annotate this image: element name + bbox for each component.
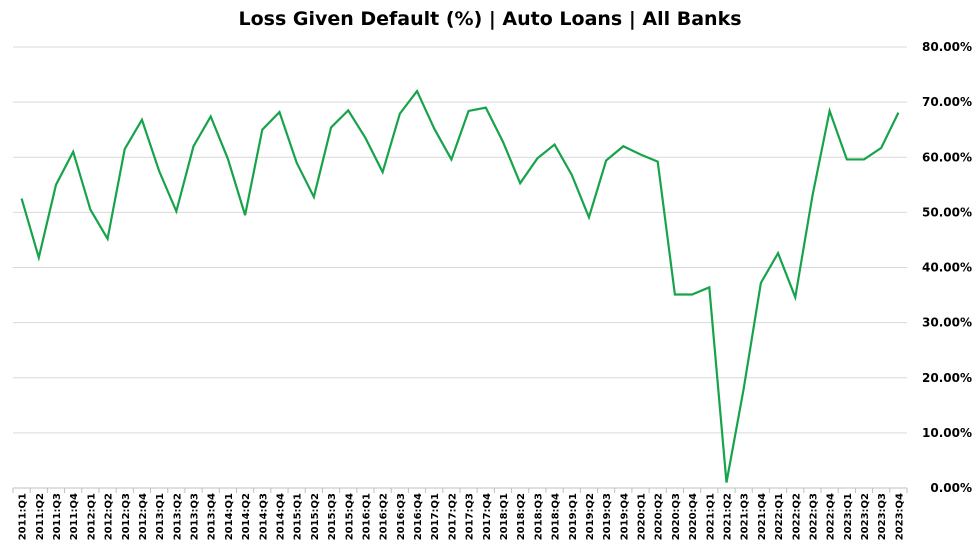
series-line [20, 88, 900, 483]
y-tick-label: 10.00% [922, 426, 972, 440]
x-tick-label: 2023:Q4 [894, 493, 905, 540]
x-tick-label: 2020:Q4 [688, 493, 699, 540]
x-tick-label: 2014:Q1 [224, 493, 235, 540]
x-tick-label: 2021:Q2 [722, 493, 733, 540]
x-tick-label: 2018:Q3 [533, 493, 544, 540]
x-tick-label: 2016:Q2 [379, 493, 390, 540]
x-tick-label: 2014:Q2 [241, 493, 252, 540]
y-tick-label: 70.00% [922, 95, 972, 109]
x-tick-label: 2012:Q2 [104, 493, 115, 540]
x-tick-label: 2017:Q2 [447, 493, 458, 540]
x-tick-label: 2011:Q3 [52, 493, 63, 540]
x-tick-label: 2013:Q3 [190, 493, 201, 540]
y-axis-ticks: 0.00% 10.00% 20.00% 30.00% 40.00% 50.00% 60.00… [922, 40, 972, 495]
x-tick-label: 2021:Q4 [757, 493, 768, 540]
x-tick-label: 2011:Q2 [35, 493, 46, 540]
x-tick-label: 2018:Q2 [516, 493, 527, 540]
x-tick-label: 2022:Q4 [826, 493, 837, 540]
x-tick-label: 2014:Q3 [258, 493, 269, 540]
x-tick-label: 2017:Q3 [465, 493, 476, 540]
x-tick-label: 2023:Q2 [860, 493, 871, 540]
x-tick-label: 2019:Q3 [602, 493, 613, 540]
x-tick-label: 2011:Q4 [69, 493, 80, 540]
x-tick-label: 2012:Q4 [138, 493, 149, 540]
x-tick-label: 2013:Q4 [207, 493, 218, 540]
chart-title: Loss Given Default (%) | Auto Loans | Al… [238, 8, 742, 30]
y-tick-label: 0.00% [930, 481, 972, 495]
x-tick-label: 2019:Q1 [568, 493, 579, 540]
x-tick-label: 2015:Q1 [293, 493, 304, 540]
y-tick-label: 80.00% [922, 40, 972, 54]
x-tick-label: 2021:Q3 [740, 493, 751, 540]
x-tick-label: 2016:Q4 [413, 493, 424, 540]
x-tick-label: 2021:Q1 [705, 493, 716, 540]
x-tick-label: 2014:Q4 [275, 493, 286, 540]
x-tick-label: 2011:Q1 [18, 493, 29, 540]
x-tick-label: 2015:Q2 [310, 493, 321, 540]
x-tick-label: 2013:Q2 [172, 493, 183, 540]
y-tick-label: 20.00% [922, 371, 972, 385]
x-tick-label: 2012:Q3 [121, 493, 132, 540]
x-tick-label: 2013:Q1 [155, 493, 166, 540]
y-tick-label: 50.00% [922, 205, 972, 219]
x-tick-label: 2022:Q2 [791, 493, 802, 540]
y-tick-label: 40.00% [922, 261, 972, 275]
x-tick-label: 2016:Q1 [361, 493, 372, 540]
x-tick-label: 2015:Q3 [327, 493, 338, 540]
x-axis-ticks: 2011:Q1 2011:Q2 2011:Q3 2011:Q4 2012:Q1 2012:… [18, 493, 906, 540]
x-tick-label: 2019:Q2 [585, 493, 596, 540]
y-tick-label: 30.00% [922, 316, 972, 330]
x-tick-label: 2012:Q1 [86, 493, 97, 540]
x-tick-label: 2018:Q1 [499, 493, 510, 540]
x-tick-label: 2023:Q3 [877, 493, 888, 540]
x-tick-label: 2017:Q1 [430, 493, 441, 540]
x-tick-label: 2018:Q4 [551, 493, 562, 540]
x-axis [12, 487, 908, 493]
x-tick-label: 2020:Q3 [671, 493, 682, 540]
y-tick-label: 60.00% [922, 150, 972, 164]
x-tick-label: 2017:Q4 [482, 493, 493, 540]
series-layer [20, 88, 900, 483]
x-tick-label: 2020:Q1 [637, 493, 648, 540]
x-tick-label: 2022:Q1 [774, 493, 785, 540]
x-tick-label: 2016:Q3 [396, 493, 407, 540]
x-tick-label: 2019:Q4 [619, 493, 630, 540]
gridlines [13, 46, 907, 434]
x-tick-label: 2020:Q2 [654, 493, 665, 540]
x-tick-label: 2015:Q4 [344, 493, 355, 540]
x-tick-label: 2022:Q3 [808, 493, 819, 540]
x-tick-label: 2023:Q1 [843, 493, 854, 540]
